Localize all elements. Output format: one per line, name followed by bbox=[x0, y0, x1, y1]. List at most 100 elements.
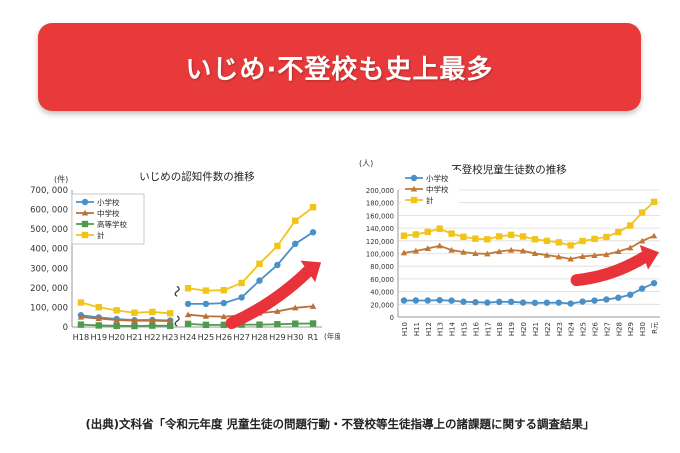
bullying-data-point bbox=[309, 204, 317, 211]
bullying-trend-arrow-shaft bbox=[225, 265, 314, 330]
truancy-xtick-label: H11 bbox=[413, 322, 421, 336]
truancy-ytick-label: 40,000 bbox=[370, 289, 394, 297]
truancy-xtick-label: H24 bbox=[568, 321, 576, 336]
truancy-data-point bbox=[472, 299, 479, 306]
truancy-series-0 bbox=[400, 279, 658, 307]
truancy-xtick-label: H16 bbox=[472, 321, 480, 336]
bullying-data-point bbox=[131, 309, 138, 316]
truancy-ytick-label: 200,000 bbox=[366, 187, 394, 195]
bullying-data-point bbox=[238, 279, 245, 287]
truancy-data-point bbox=[436, 242, 443, 249]
bullying-xtick-label: H21 bbox=[126, 332, 143, 342]
bullying-data-point bbox=[292, 304, 299, 311]
truancy-data-point bbox=[579, 237, 586, 245]
truancy-data-point bbox=[579, 253, 586, 259]
truancy-data-point bbox=[615, 294, 622, 301]
bullying-data-point bbox=[113, 322, 120, 330]
truancy-legend-marker bbox=[410, 174, 418, 182]
truancy-data-point bbox=[519, 233, 527, 240]
truancy-data-point bbox=[460, 233, 467, 241]
bullying-chart-svg: いじめの認知件数の推移 (件) 0 100, 000 200, 000 300, 000 4… bbox=[30, 170, 345, 342]
bullying-ytick-label: 100, 000 bbox=[30, 303, 68, 313]
truancy-data-point bbox=[507, 298, 515, 306]
truancy-data-point bbox=[519, 247, 527, 254]
truancy-data-point bbox=[627, 222, 634, 229]
bullying-data-point bbox=[202, 287, 210, 294]
bullying-series-line bbox=[80, 323, 171, 327]
bullying-data-point bbox=[309, 320, 317, 327]
headline-banner: いじめ·不登校も史上最多 bbox=[38, 23, 641, 111]
bullying-xtick-label: H27 bbox=[233, 332, 250, 342]
truancy-data-point bbox=[507, 246, 515, 253]
bullying-data-point bbox=[202, 300, 210, 308]
truancy-data-point bbox=[603, 251, 610, 258]
truancy-series-line bbox=[403, 234, 655, 260]
bullying-xtick-label: H24 bbox=[180, 332, 197, 342]
bullying-series-line bbox=[80, 316, 171, 323]
truancy-ytick-label: 0 bbox=[390, 314, 394, 322]
bullying-xtick-label: H19 bbox=[90, 332, 107, 342]
truancy-trend-arrow bbox=[570, 245, 660, 287]
bullying-legend-marker bbox=[81, 209, 89, 216]
truancy-data-point bbox=[650, 232, 658, 239]
bullying-data-point bbox=[77, 299, 85, 306]
truancy-xtick-label: H12 bbox=[425, 322, 433, 336]
truancy-data-point bbox=[531, 299, 539, 307]
bullying-data-point bbox=[149, 317, 156, 324]
truancy-chart: 不登校児童生徒数の推移 (人) 0 20,000 40,000 60,000 80,000 1… bbox=[355, 150, 665, 362]
bullying-data-point bbox=[95, 304, 102, 311]
bullying-legend-marker bbox=[81, 220, 89, 228]
bullying-data-point bbox=[274, 321, 281, 328]
truancy-trend-arrow-head bbox=[639, 245, 660, 270]
bullying-data-point bbox=[309, 229, 317, 236]
truancy-xtick-label: H10 bbox=[401, 322, 409, 336]
truancy-data-point bbox=[591, 297, 598, 304]
truancy-data-point bbox=[615, 248, 622, 255]
truancy-data-point bbox=[603, 296, 610, 303]
truancy-title: 不登校児童生徒数の推移 bbox=[451, 163, 567, 176]
truancy-data-point bbox=[507, 231, 515, 239]
truancy-ytick-label: 140,000 bbox=[366, 225, 394, 233]
bullying-data-point bbox=[95, 322, 102, 329]
truancy-xtick-label: H29 bbox=[627, 322, 635, 336]
truancy-data-point bbox=[412, 231, 420, 238]
source-note: (出典)文科省「令和元年度 児童生徒の問題行動・不登校等生徒指導上の諸課題に関す… bbox=[85, 417, 595, 431]
bullying-data-point bbox=[274, 242, 281, 250]
truancy-data-point bbox=[627, 244, 634, 251]
bullying-data-point bbox=[292, 217, 299, 224]
truancy-data-point bbox=[638, 237, 646, 244]
truancy-xtick-label: H21 bbox=[532, 322, 540, 336]
truancy-xtick-label: H22 bbox=[544, 322, 552, 336]
truancy-data-point bbox=[531, 236, 539, 243]
truancy-data-point bbox=[627, 291, 634, 298]
bullying-data-point bbox=[202, 313, 210, 319]
truancy-ytick-label: 180,000 bbox=[366, 200, 394, 208]
truancy-data-point bbox=[496, 248, 503, 255]
bullying-data-point bbox=[220, 321, 227, 329]
truancy-legend-marker bbox=[410, 185, 418, 192]
bullying-legend-label: 高等学校 bbox=[97, 219, 127, 229]
bullying-data-point bbox=[184, 285, 192, 292]
truancy-data-point bbox=[543, 251, 551, 258]
truancy-series-1 bbox=[400, 232, 658, 262]
truancy-xtick-label: H13 bbox=[437, 322, 445, 336]
truancy-trend-arrow-shaft bbox=[570, 251, 650, 287]
bullying-data-point bbox=[202, 321, 210, 329]
truancy-data-point bbox=[424, 245, 431, 252]
truancy-data-point bbox=[448, 230, 455, 237]
bullying-xlabel: (年度) bbox=[324, 331, 340, 341]
bullying-axis-break bbox=[174, 285, 180, 297]
truancy-series-2 bbox=[400, 198, 658, 249]
truancy-xtick-label: H15 bbox=[461, 322, 469, 336]
truancy-data-point bbox=[484, 250, 491, 257]
truancy-data-point bbox=[555, 253, 562, 260]
bullying-xtick-label: H30 bbox=[287, 332, 304, 342]
truancy-ytick-label: 160,000 bbox=[366, 212, 394, 220]
bullying-data-point bbox=[220, 313, 227, 320]
truancy-xtick-label: H28 bbox=[615, 322, 623, 336]
bullying-data-point bbox=[77, 321, 85, 328]
truancy-data-point bbox=[591, 235, 598, 243]
truancy-xtick-label: H20 bbox=[520, 322, 528, 336]
